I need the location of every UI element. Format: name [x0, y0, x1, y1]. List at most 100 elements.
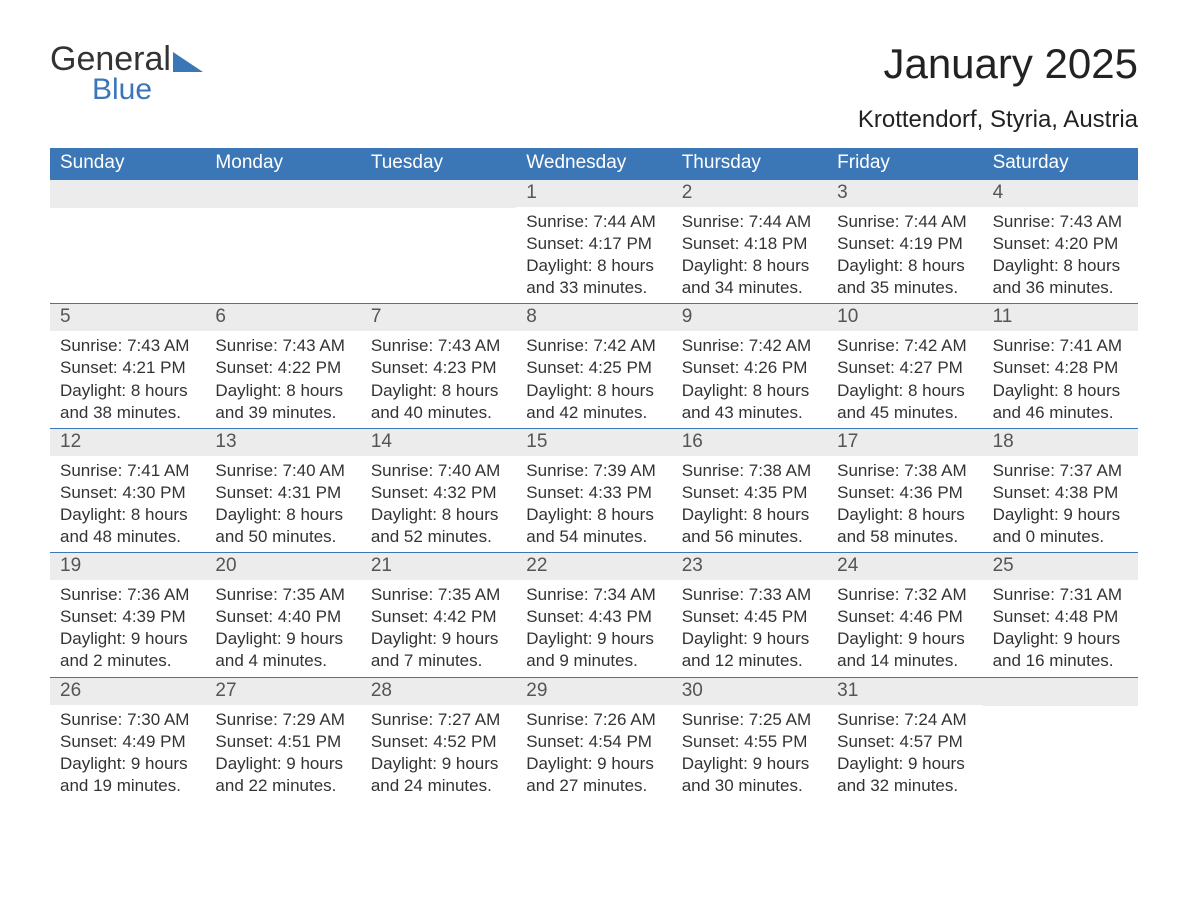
day-cell: 26Sunrise: 7:30 AMSunset: 4:49 PMDayligh… — [50, 678, 205, 801]
weekday-header: Monday — [205, 148, 360, 179]
day-cell: 17Sunrise: 7:38 AMSunset: 4:36 PMDayligh… — [827, 429, 982, 552]
day-number: 21 — [361, 553, 516, 580]
day-number: 18 — [983, 429, 1138, 456]
day-line: and 40 minutes. — [371, 402, 506, 424]
day-line: Sunset: 4:22 PM — [215, 357, 350, 379]
day-line: Sunrise: 7:42 AM — [837, 335, 972, 357]
day-line: and 9 minutes. — [526, 650, 661, 672]
day-content: Sunrise: 7:25 AMSunset: 4:55 PMDaylight:… — [672, 705, 827, 801]
day-line: and 33 minutes. — [526, 277, 661, 299]
day-line: Sunrise: 7:34 AM — [526, 584, 661, 606]
day-number: 12 — [50, 429, 205, 456]
day-line: and 48 minutes. — [60, 526, 195, 548]
day-content: Sunrise: 7:36 AMSunset: 4:39 PMDaylight:… — [50, 580, 205, 676]
day-number: 31 — [827, 678, 982, 705]
day-line: Sunrise: 7:40 AM — [371, 460, 506, 482]
day-line: Sunrise: 7:38 AM — [837, 460, 972, 482]
day-number: 19 — [50, 553, 205, 580]
day-line: Daylight: 9 hours — [215, 628, 350, 650]
day-line: and 54 minutes. — [526, 526, 661, 548]
day-line: Sunset: 4:28 PM — [993, 357, 1128, 379]
day-number: 4 — [983, 180, 1138, 207]
day-line: and 14 minutes. — [837, 650, 972, 672]
day-cell: 27Sunrise: 7:29 AMSunset: 4:51 PMDayligh… — [205, 678, 360, 801]
title-block: January 2025 Krottendorf, Styria, Austri… — [858, 40, 1138, 134]
day-line: and 22 minutes. — [215, 775, 350, 797]
day-line: Sunrise: 7:42 AM — [526, 335, 661, 357]
day-number: 22 — [516, 553, 671, 580]
day-line: Sunset: 4:38 PM — [993, 482, 1128, 504]
day-line: Sunset: 4:17 PM — [526, 233, 661, 255]
day-line: and 19 minutes. — [60, 775, 195, 797]
day-line: Sunset: 4:48 PM — [993, 606, 1128, 628]
day-line: Daylight: 9 hours — [371, 628, 506, 650]
day-line: and 38 minutes. — [60, 402, 195, 424]
day-line: Sunrise: 7:35 AM — [371, 584, 506, 606]
day-line: Daylight: 8 hours — [371, 380, 506, 402]
day-line: Sunrise: 7:32 AM — [837, 584, 972, 606]
day-line: and 34 minutes. — [682, 277, 817, 299]
day-cell — [983, 678, 1138, 801]
logo-word2: Blue — [92, 73, 245, 107]
day-cell: 9Sunrise: 7:42 AMSunset: 4:26 PMDaylight… — [672, 304, 827, 427]
day-line: Daylight: 9 hours — [526, 628, 661, 650]
day-number: 23 — [672, 553, 827, 580]
day-content: Sunrise: 7:40 AMSunset: 4:32 PMDaylight:… — [361, 456, 516, 552]
day-number: 5 — [50, 304, 205, 331]
day-line: Sunset: 4:32 PM — [371, 482, 506, 504]
logo: General Blue — [50, 40, 203, 113]
day-line: Sunset: 4:19 PM — [837, 233, 972, 255]
day-line: Sunrise: 7:41 AM — [60, 460, 195, 482]
day-line: Sunset: 4:23 PM — [371, 357, 506, 379]
logo-triangle-icon — [173, 52, 203, 72]
day-content: Sunrise: 7:43 AMSunset: 4:20 PMDaylight:… — [983, 207, 1138, 303]
day-cell: 31Sunrise: 7:24 AMSunset: 4:57 PMDayligh… — [827, 678, 982, 801]
day-content: Sunrise: 7:29 AMSunset: 4:51 PMDaylight:… — [205, 705, 360, 801]
day-line: Sunset: 4:31 PM — [215, 482, 350, 504]
day-line: Sunset: 4:33 PM — [526, 482, 661, 504]
day-number: 17 — [827, 429, 982, 456]
day-number: 25 — [983, 553, 1138, 580]
weekday-header: Saturday — [983, 148, 1138, 179]
day-line: Sunset: 4:45 PM — [682, 606, 817, 628]
day-line: Daylight: 9 hours — [993, 504, 1128, 526]
day-line: Sunset: 4:49 PM — [60, 731, 195, 753]
day-line: Sunset: 4:20 PM — [993, 233, 1128, 255]
day-line: Sunrise: 7:44 AM — [526, 211, 661, 233]
day-number: 15 — [516, 429, 671, 456]
day-cell: 12Sunrise: 7:41 AMSunset: 4:30 PMDayligh… — [50, 429, 205, 552]
day-line: Sunrise: 7:24 AM — [837, 709, 972, 731]
day-line: Sunset: 4:35 PM — [682, 482, 817, 504]
calendar: SundayMondayTuesdayWednesdayThursdayFrid… — [50, 148, 1138, 801]
calendar-week: 1Sunrise: 7:44 AMSunset: 4:17 PMDaylight… — [50, 179, 1138, 303]
day-line: Sunrise: 7:41 AM — [993, 335, 1128, 357]
day-content: Sunrise: 7:44 AMSunset: 4:17 PMDaylight:… — [516, 207, 671, 303]
day-line: Sunset: 4:26 PM — [682, 357, 817, 379]
day-line: Sunrise: 7:40 AM — [215, 460, 350, 482]
day-number: 9 — [672, 304, 827, 331]
day-content: Sunrise: 7:43 AMSunset: 4:21 PMDaylight:… — [50, 331, 205, 427]
day-cell: 30Sunrise: 7:25 AMSunset: 4:55 PMDayligh… — [672, 678, 827, 801]
day-number: 29 — [516, 678, 671, 705]
day-number: 7 — [361, 304, 516, 331]
day-number: 20 — [205, 553, 360, 580]
location: Krottendorf, Styria, Austria — [858, 106, 1138, 134]
day-line: and 32 minutes. — [837, 775, 972, 797]
day-line: Daylight: 8 hours — [215, 380, 350, 402]
day-cell: 6Sunrise: 7:43 AMSunset: 4:22 PMDaylight… — [205, 304, 360, 427]
day-line: and 50 minutes. — [215, 526, 350, 548]
weekday-header-row: SundayMondayTuesdayWednesdayThursdayFrid… — [50, 148, 1138, 179]
day-number: 13 — [205, 429, 360, 456]
day-content: Sunrise: 7:38 AMSunset: 4:36 PMDaylight:… — [827, 456, 982, 552]
day-line: Sunrise: 7:35 AM — [215, 584, 350, 606]
day-number: 14 — [361, 429, 516, 456]
calendar-week: 5Sunrise: 7:43 AMSunset: 4:21 PMDaylight… — [50, 303, 1138, 427]
day-line: Sunrise: 7:43 AM — [371, 335, 506, 357]
day-line: Daylight: 9 hours — [60, 753, 195, 775]
day-content: Sunrise: 7:27 AMSunset: 4:52 PMDaylight:… — [361, 705, 516, 801]
day-line: Sunrise: 7:30 AM — [60, 709, 195, 731]
day-line: and 45 minutes. — [837, 402, 972, 424]
day-line: Daylight: 8 hours — [60, 380, 195, 402]
day-line: Sunrise: 7:31 AM — [993, 584, 1128, 606]
day-content: Sunrise: 7:32 AMSunset: 4:46 PMDaylight:… — [827, 580, 982, 676]
